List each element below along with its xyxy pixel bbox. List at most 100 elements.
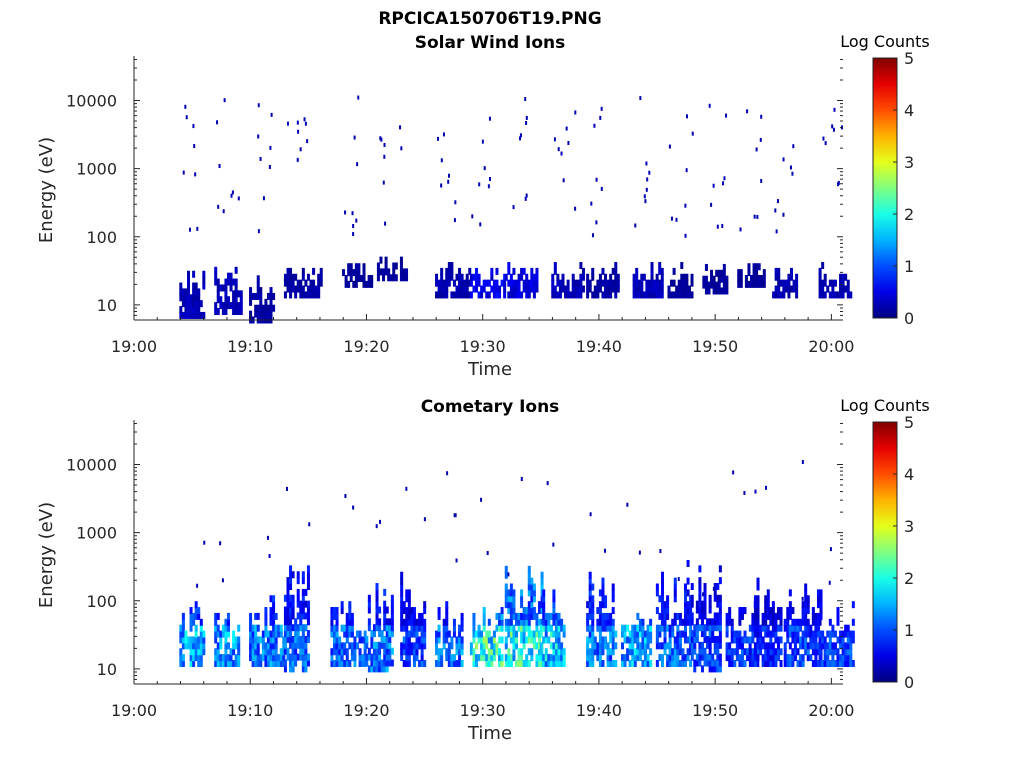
spectrogram-cell [482, 642, 486, 650]
spectrogram-cell [747, 280, 751, 288]
spectrogram-cell [774, 273, 778, 281]
spectrogram-cell [296, 577, 300, 585]
spectrogram-cell [535, 624, 539, 632]
spectrogram-speck [440, 158, 443, 163]
spectrogram-cell [681, 654, 685, 662]
spectrogram-cell [806, 648, 810, 656]
spectrogram-cell [836, 618, 840, 626]
spectrogram-cell [718, 618, 722, 626]
spectrogram-cell [598, 648, 602, 656]
spectrogram-cell [743, 607, 747, 615]
spectrogram-cell [682, 279, 686, 287]
spectrogram-cell [294, 647, 298, 655]
spectrogram-cell [500, 654, 504, 662]
spectrogram-cell [561, 285, 565, 293]
spectrogram-cell [296, 612, 300, 620]
spectrogram-cell [472, 636, 476, 644]
spectrogram-cell [819, 601, 823, 609]
spectrogram-cell [184, 300, 188, 308]
spectrogram-cell [611, 267, 615, 275]
spectrogram-cell [542, 659, 546, 667]
spectrogram-cell [685, 285, 689, 293]
spectrogram-cell [538, 630, 542, 638]
spectrogram-cell [715, 281, 719, 289]
spectrogram-cell [294, 630, 298, 638]
colorbar-tick-label: 3 [904, 153, 914, 172]
spectrogram-cell [447, 279, 451, 287]
spectrogram-cell [771, 654, 775, 662]
spectrogram-cell [673, 648, 677, 656]
spectrogram-cell [237, 648, 241, 656]
spectrogram-cell [361, 636, 365, 644]
spectrogram-cell [774, 267, 778, 275]
spectrogram-cell [628, 630, 632, 638]
spectrogram-cell [818, 648, 822, 656]
spectrogram-cell [637, 291, 641, 299]
spectrogram-cell [259, 298, 263, 306]
spectrogram-cell [412, 659, 416, 667]
spectrogram-cell [469, 642, 473, 650]
spectrogram-cell [214, 302, 218, 310]
spectrogram-cell [353, 659, 357, 667]
spectrogram-cell [788, 612, 792, 620]
x-tick-label: 19:00 [111, 337, 157, 356]
spectrogram-cell [710, 275, 714, 283]
spectrogram-cell [849, 659, 853, 667]
spectrogram-cell [197, 607, 201, 615]
spectrogram-cell [776, 648, 780, 656]
spectrogram-cell [254, 624, 258, 632]
spectrogram-cell [194, 636, 198, 644]
spectrogram-cell [306, 635, 310, 643]
spectrogram-cell [378, 624, 382, 632]
spectrogram-cell [751, 618, 755, 626]
spectrogram-cell [530, 636, 534, 644]
spectrogram-cell [799, 659, 803, 667]
spectrogram-cell [738, 636, 742, 644]
spectrogram-cell [717, 275, 721, 283]
spectrogram-cell [769, 659, 773, 667]
spectrogram-cell [504, 642, 508, 650]
spectrogram-cell [460, 291, 464, 299]
spectrogram-cell [286, 594, 290, 602]
spectrogram-cell [755, 274, 759, 282]
spectrogram-cell [716, 594, 720, 602]
spectrogram-cell [283, 659, 287, 667]
spectrogram-cell [197, 306, 201, 314]
spectrogram-cell [517, 273, 521, 281]
spectrogram-cell [383, 624, 387, 632]
spectrogram-cell [525, 624, 529, 632]
spectrogram-cell [259, 659, 263, 667]
spectrogram-cell [604, 636, 608, 644]
burst-5 [376, 125, 409, 282]
spectrogram-cell [289, 618, 293, 626]
spectrogram-cell [504, 571, 508, 579]
spectrogram-cell [683, 618, 687, 626]
spectrogram-cell [435, 630, 439, 638]
spectrogram-cell [420, 654, 424, 662]
spectrogram-cell [791, 624, 795, 632]
spectrogram-cell [375, 606, 379, 614]
spectrogram-cell [690, 279, 694, 287]
spectrogram-cell [254, 630, 258, 638]
spectrogram-cell [841, 648, 845, 656]
spectrogram-cell [492, 642, 496, 650]
spectrogram-cell [399, 256, 403, 264]
spectrogram-cell [487, 630, 491, 638]
spectrogram-cell [251, 292, 255, 300]
spectrogram-cell [686, 607, 690, 615]
spectrogram-cell [194, 624, 198, 632]
spectrogram-cell [405, 654, 409, 662]
spectrogram-cell [279, 648, 283, 656]
spectrogram-cell [774, 618, 778, 626]
spectrogram-cell [549, 659, 553, 667]
spectrogram-cell [202, 648, 206, 656]
spectrogram-cell [458, 273, 462, 281]
spectrogram-cell [289, 577, 293, 585]
spectrogram-cell [266, 292, 270, 300]
spectrogram-speck [375, 524, 378, 529]
spectrogram-cell [849, 630, 853, 638]
spectrogram-cell [492, 636, 496, 644]
spectrogram-cell [560, 642, 564, 650]
spectrogram-cell [596, 624, 600, 632]
spectrogram-cell [480, 648, 484, 656]
